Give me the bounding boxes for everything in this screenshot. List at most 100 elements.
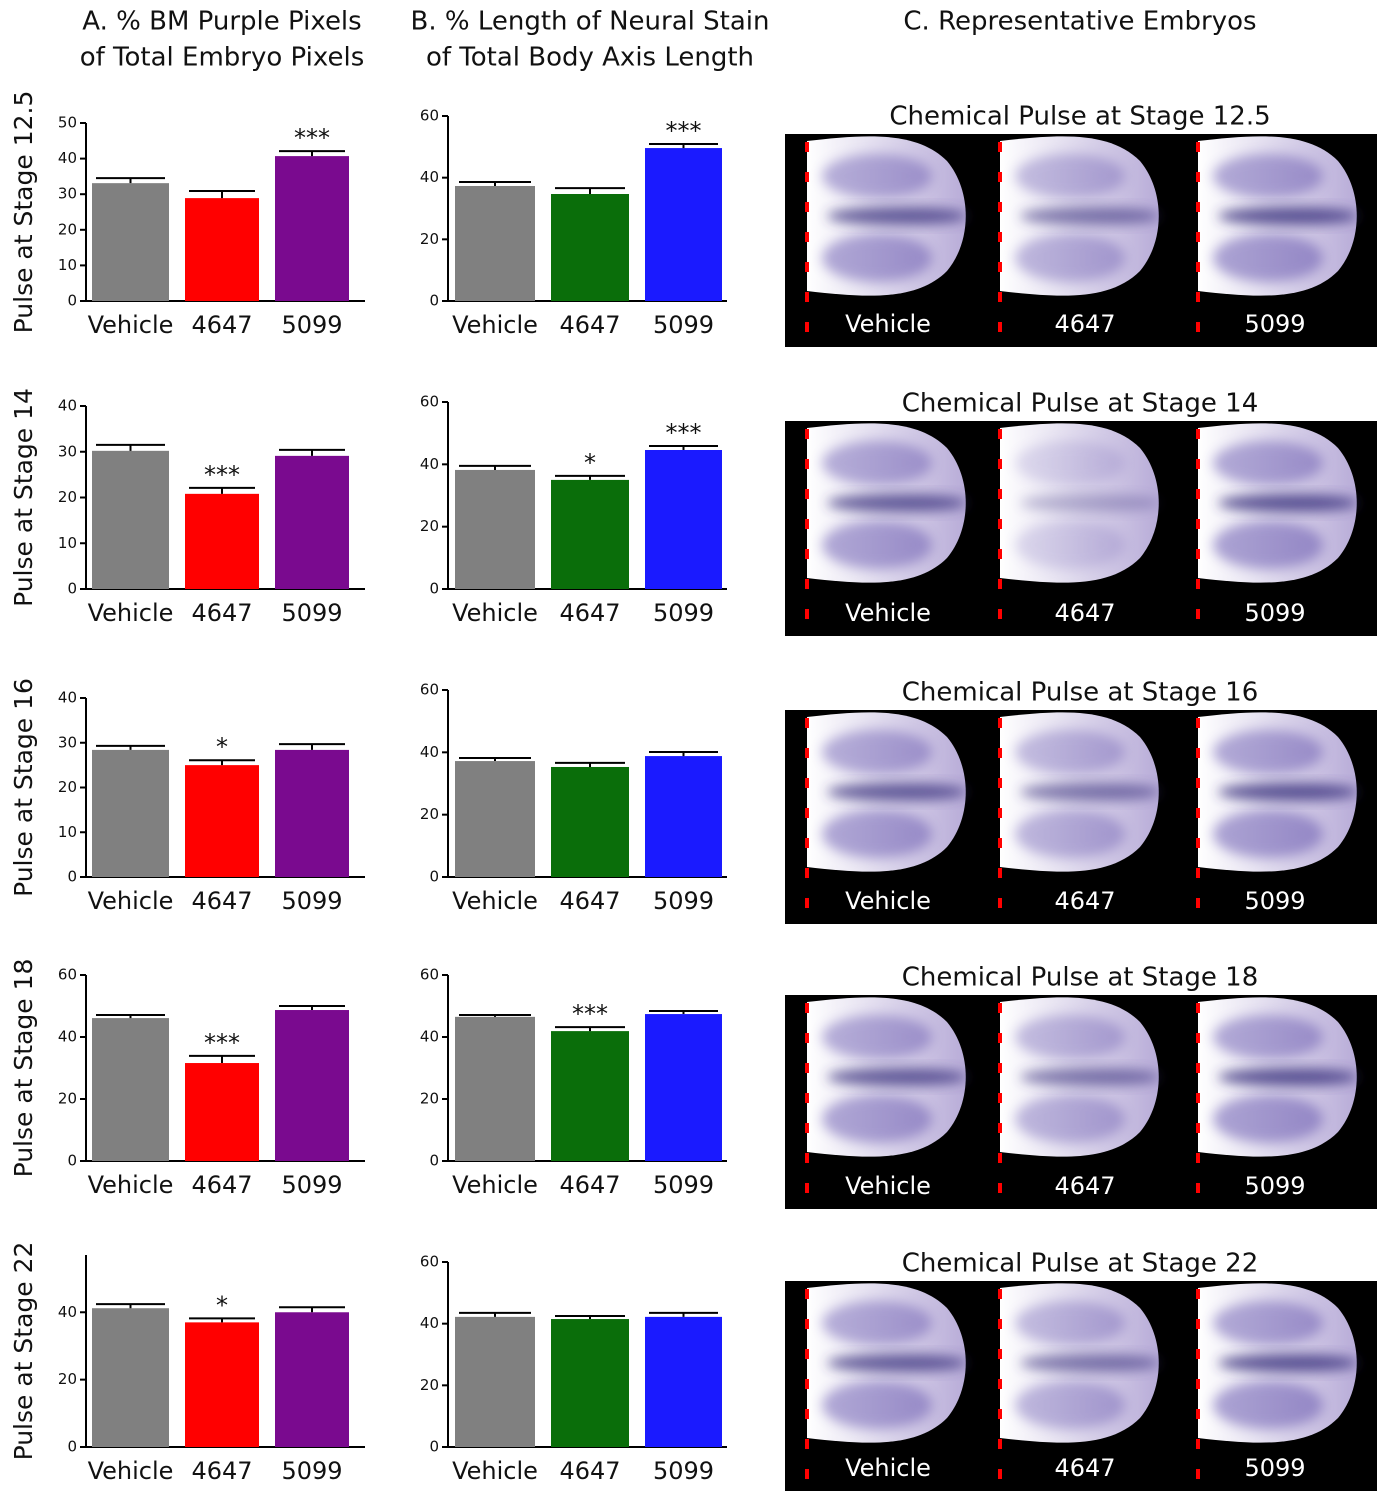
- neural-stain: [1020, 1354, 1160, 1372]
- panel-title: Chemical Pulse at Stage 12.5: [889, 102, 1270, 132]
- y-tick-label: 60: [420, 681, 439, 699]
- y-tick-label: 10: [58, 823, 77, 841]
- bar: [551, 480, 629, 589]
- neural-stain: [1218, 494, 1358, 512]
- panel-title: Chemical Pulse at Stage 22: [902, 1249, 1259, 1279]
- x-tick-label: 4647: [191, 887, 252, 915]
- error-bar: [555, 763, 625, 767]
- embryo-stain: [1015, 730, 1125, 774]
- bar: [645, 1317, 722, 1447]
- bar: [551, 767, 629, 877]
- embryo-stain: [822, 730, 932, 774]
- embryo-label: Vehicle: [845, 887, 931, 915]
- column-header: of Total Embryo Pixels: [80, 43, 365, 73]
- column-header: C. Representative Embryos: [903, 7, 1256, 37]
- y-tick-label: 0: [67, 292, 77, 310]
- error-bar: [459, 1015, 531, 1017]
- embryo-label: Vehicle: [845, 1172, 931, 1200]
- x-tick-label: Vehicle: [452, 1171, 538, 1199]
- error-bar: [279, 1006, 345, 1010]
- bar: [551, 1319, 629, 1447]
- embryo-stain: [822, 1015, 932, 1059]
- x-tick-label: 4647: [191, 1457, 252, 1485]
- x-tick-label: 4647: [191, 599, 252, 627]
- y-tick-label: 40: [420, 1314, 439, 1332]
- y-tick-label: 0: [67, 1152, 77, 1170]
- error-bar: [555, 1316, 625, 1319]
- embryo-stain: [1015, 1095, 1125, 1143]
- bar: [92, 183, 169, 301]
- significance: ***: [204, 1029, 240, 1057]
- error-bar: [279, 744, 345, 750]
- y-tick-label: 40: [420, 168, 439, 186]
- bar: [455, 761, 535, 877]
- embryo-stain: [822, 154, 932, 198]
- y-tick-label: 0: [67, 1438, 77, 1456]
- y-tick-label: 0: [429, 1438, 439, 1456]
- x-tick-label: Vehicle: [452, 887, 538, 915]
- error-bar: [649, 1313, 718, 1317]
- y-tick-label: 20: [420, 1090, 439, 1108]
- y-tick-label: 30: [58, 442, 77, 460]
- significance: ***: [294, 124, 330, 152]
- error-bar: [555, 188, 625, 194]
- error-bar: [279, 1307, 345, 1312]
- y-tick-label: 40: [420, 455, 439, 473]
- error-bar: [459, 182, 531, 186]
- y-tick-label: 40: [420, 743, 439, 761]
- embryo-label: 5099: [1244, 599, 1305, 627]
- significance: ***: [666, 419, 702, 447]
- x-tick-label: 4647: [559, 599, 620, 627]
- embryo-label: 4647: [1054, 1172, 1115, 1200]
- significance: *: [216, 1291, 228, 1319]
- x-tick-label: 5099: [281, 311, 342, 339]
- embryo-label: 4647: [1054, 310, 1115, 338]
- error-bar: [459, 758, 531, 761]
- embryo-label: 5099: [1244, 887, 1305, 915]
- y-tick-label: 20: [58, 778, 77, 796]
- figure: A. % BM Purple Pixelsof Total Embryo Pix…: [0, 0, 1380, 1491]
- x-tick-label: Vehicle: [88, 1457, 174, 1485]
- significance: ***: [666, 117, 702, 145]
- x-tick-label: 5099: [653, 599, 714, 627]
- neural-stain: [1218, 1354, 1358, 1372]
- error-bar: [649, 1011, 718, 1014]
- embryo-stain: [1015, 1301, 1125, 1345]
- row-label: Pulse at Stage 22: [9, 1242, 38, 1461]
- y-tick-label: 20: [420, 230, 439, 248]
- embryo-stain: [822, 1381, 932, 1429]
- bar: [275, 156, 349, 301]
- error-bar: [649, 752, 718, 756]
- x-tick-label: 4647: [559, 887, 620, 915]
- embryo-label: 4647: [1054, 887, 1115, 915]
- y-tick-label: 60: [420, 107, 439, 125]
- bar: [455, 470, 535, 589]
- y-tick-label: 40: [58, 397, 77, 415]
- error-bar: [96, 1304, 165, 1308]
- embryo-label: 4647: [1054, 599, 1115, 627]
- panel-title: Chemical Pulse at Stage 16: [902, 678, 1259, 708]
- bar: [92, 750, 169, 877]
- row-label: Pulse at Stage 14: [9, 388, 38, 607]
- error-bar: [459, 1313, 531, 1317]
- neural-stain: [1218, 783, 1358, 801]
- y-tick-label: 40: [420, 1028, 439, 1046]
- column-header: B. % Length of Neural Stain: [411, 7, 770, 37]
- embryo-stain: [1015, 521, 1125, 569]
- bar: [455, 1317, 535, 1447]
- y-tick-label: 20: [58, 1370, 77, 1388]
- neural-stain: [1218, 1068, 1358, 1086]
- embryo-stain: [1213, 730, 1323, 774]
- y-tick-label: 0: [429, 868, 439, 886]
- significance: ***: [572, 1000, 608, 1028]
- row-label: Pulse at Stage 16: [9, 678, 38, 897]
- neural-stain: [827, 783, 967, 801]
- embryo-stain: [822, 1095, 932, 1143]
- x-tick-label: 5099: [281, 599, 342, 627]
- neural-stain: [827, 207, 967, 225]
- x-tick-label: 5099: [653, 887, 714, 915]
- embryo-label: 5099: [1244, 1172, 1305, 1200]
- x-tick-label: 4647: [559, 1171, 620, 1199]
- embryo-stain: [1015, 234, 1125, 282]
- bar: [455, 1017, 535, 1161]
